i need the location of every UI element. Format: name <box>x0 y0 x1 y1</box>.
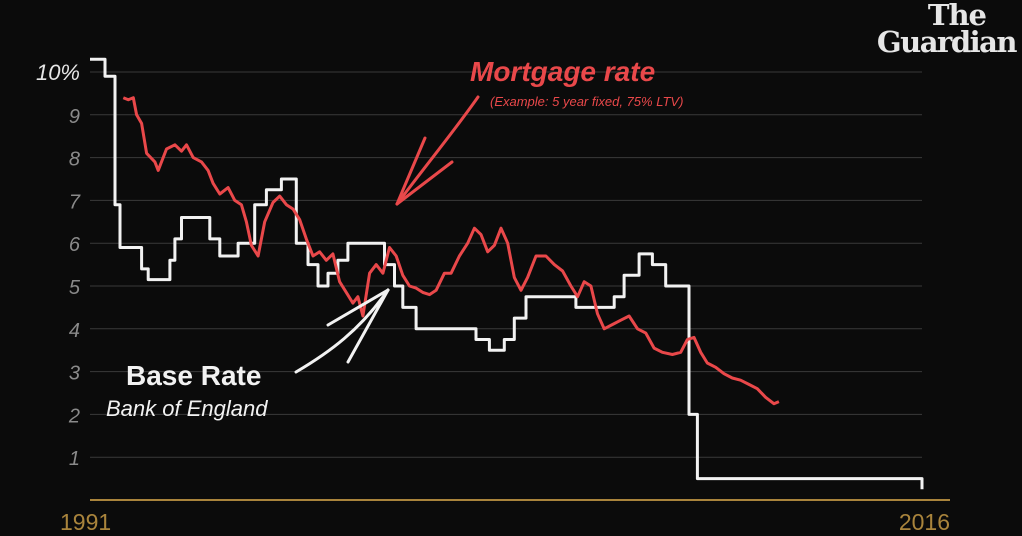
y-axis-ticks: 10% 9 8 7 6 5 4 3 2 1 <box>36 60 81 470</box>
mortgage-rate-line <box>122 96 780 406</box>
guardian-logo: The Guardian <box>856 0 1018 59</box>
y-tick-label: 10% <box>36 60 80 85</box>
base-rate-line <box>90 57 924 490</box>
mortgage-rate-label: Mortgage rate <box>470 56 655 87</box>
mortgage-arrow-icon <box>395 95 480 206</box>
y-tick-label: 1 <box>69 448 80 470</box>
base-rate-arrow-icon <box>294 288 390 374</box>
y-tick-label: 9 <box>69 106 80 128</box>
base-rate-label: Base Rate <box>126 360 261 391</box>
logo-line-1: The <box>927 0 987 32</box>
logo-line-2: Guardian <box>876 24 1018 59</box>
y-tick-label: 4 <box>69 320 80 342</box>
y-tick-label: 8 <box>69 149 80 171</box>
grid-lines <box>90 71 922 458</box>
base-rate-subtitle: Bank of England <box>106 396 268 421</box>
series-lines <box>90 57 924 490</box>
y-tick-label: 5 <box>69 277 81 299</box>
y-tick-label: 2 <box>68 405 80 427</box>
y-tick-label: 7 <box>69 191 81 213</box>
x-tick-start: 1991 <box>60 509 111 535</box>
y-tick-label: 6 <box>69 234 81 256</box>
mortgage-rate-subtitle: (Example: 5 year fixed, 75% LTV) <box>490 94 683 109</box>
x-tick-end: 2016 <box>899 509 950 535</box>
y-tick-label: 3 <box>69 363 80 385</box>
